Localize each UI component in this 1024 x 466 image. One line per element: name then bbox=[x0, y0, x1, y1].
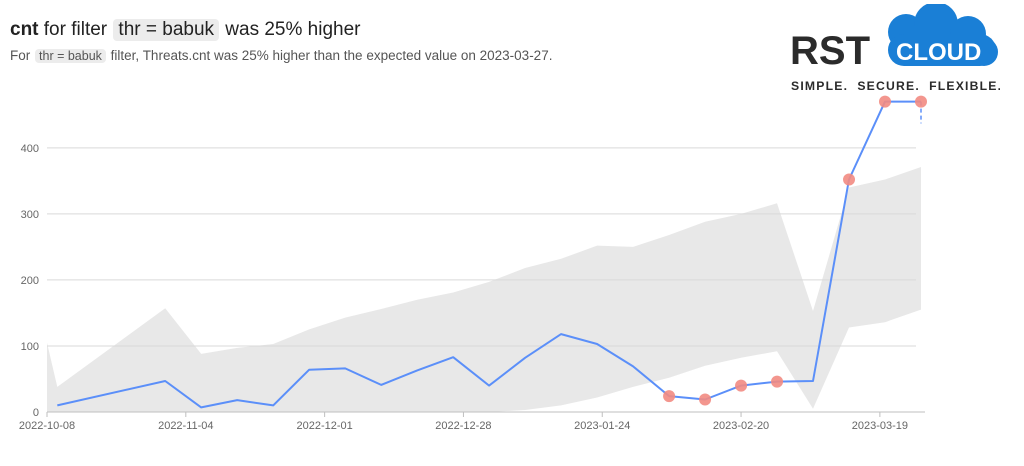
confidence-band-layer bbox=[47, 167, 921, 412]
subtitle-filter-chip: thr = babuk bbox=[35, 49, 106, 63]
x-tick-label: 2022-12-01 bbox=[296, 420, 352, 432]
subtitle-prefix: For bbox=[10, 48, 31, 63]
rst-cloud-logo: RST CLOUD SIMPLE. SECURE. FLEXIBLE. bbox=[790, 4, 1000, 93]
title-filter-chip: thr = babuk bbox=[113, 19, 220, 41]
chart-subtitle: For thr = babuk filter, Threats.cnt was … bbox=[10, 48, 552, 63]
anomaly-point bbox=[663, 390, 676, 403]
confidence-band bbox=[47, 167, 921, 412]
anomaly-point bbox=[915, 95, 927, 108]
anomaly-point bbox=[843, 173, 856, 186]
x-tick-label: 2023-03-19 bbox=[852, 420, 908, 432]
subtitle-suffix: filter, Threats.cnt was 25% higher than … bbox=[110, 48, 553, 63]
y-tick-label: 400 bbox=[21, 143, 39, 155]
axis-layer: 0 100 200 300 400 2022-10-08 2022-11-04 2022-12… bbox=[19, 143, 925, 432]
x-tick-label: 2023-01-24 bbox=[574, 420, 630, 432]
y-tick-label: 200 bbox=[21, 275, 39, 287]
chart-title: cnt for filter thr = babuk was 25% highe… bbox=[10, 19, 361, 41]
grid-layer bbox=[47, 147, 916, 347]
anomaly-point bbox=[735, 379, 748, 392]
title-suffix: was 25% higher bbox=[225, 19, 361, 40]
x-tick-label: 2022-10-08 bbox=[19, 420, 75, 432]
y-tick-label: 0 bbox=[33, 407, 39, 419]
logo-tagline: SIMPLE. SECURE. FLEXIBLE. bbox=[791, 79, 1000, 93]
x-tick-label: 2022-12-28 bbox=[435, 420, 491, 432]
x-tick-label: 2022-11-04 bbox=[158, 420, 213, 432]
logo-rst-text: RST bbox=[790, 29, 870, 73]
title-metric: cnt bbox=[10, 19, 39, 40]
y-tick-label: 300 bbox=[21, 209, 39, 221]
anomaly-point bbox=[771, 375, 784, 388]
x-tick-label: 2023-02-20 bbox=[713, 420, 769, 432]
anomaly-point bbox=[879, 95, 892, 108]
anomaly-point bbox=[699, 393, 712, 406]
series-line bbox=[57, 100, 921, 409]
title-prefix: for filter bbox=[43, 19, 108, 40]
cloud-icon bbox=[888, 4, 998, 66]
logo-cloud-text: CLOUD bbox=[896, 39, 981, 66]
anomaly-points-layer bbox=[663, 95, 927, 406]
y-tick-label: 100 bbox=[21, 341, 39, 353]
